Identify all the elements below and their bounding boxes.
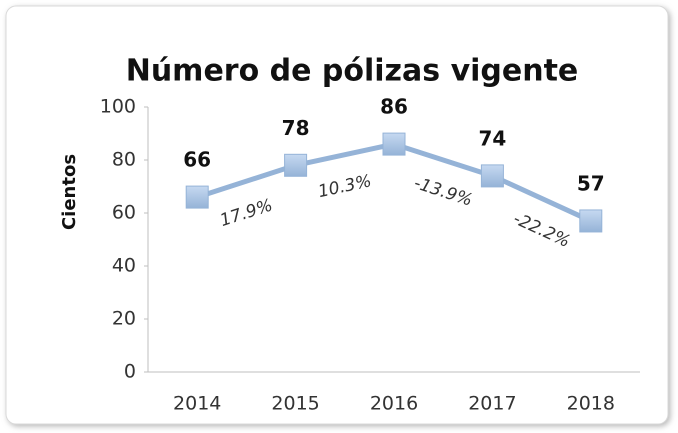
y-tick-label: 40 [112,255,136,277]
marker [579,209,603,233]
x-tick-label: 2017 [468,393,516,415]
y-tick-label: 20 [112,308,136,330]
marker [284,153,308,177]
chart-title: Número de pólizas vigente [126,54,579,89]
data-label: 78 [282,116,310,140]
data-label: 57 [577,171,605,195]
y-tick-label: 100 [100,96,136,118]
chart-frame [5,5,669,425]
y-axis-label: Cientos [59,154,80,230]
x-tick-label: 2015 [271,393,319,415]
x-tick-label: 2016 [370,393,418,415]
y-tick-label: 60 [112,202,136,224]
data-label: 66 [183,148,211,172]
marker [480,164,504,188]
x-tick-label: 2018 [567,393,615,415]
data-label: 74 [478,126,506,150]
marker [185,185,209,209]
data-label: 86 [380,95,408,119]
y-tick-label: 80 [112,149,136,171]
marker [382,132,406,156]
x-tick-label: 2014 [173,393,221,415]
y-tick-label: 0 [124,361,136,383]
